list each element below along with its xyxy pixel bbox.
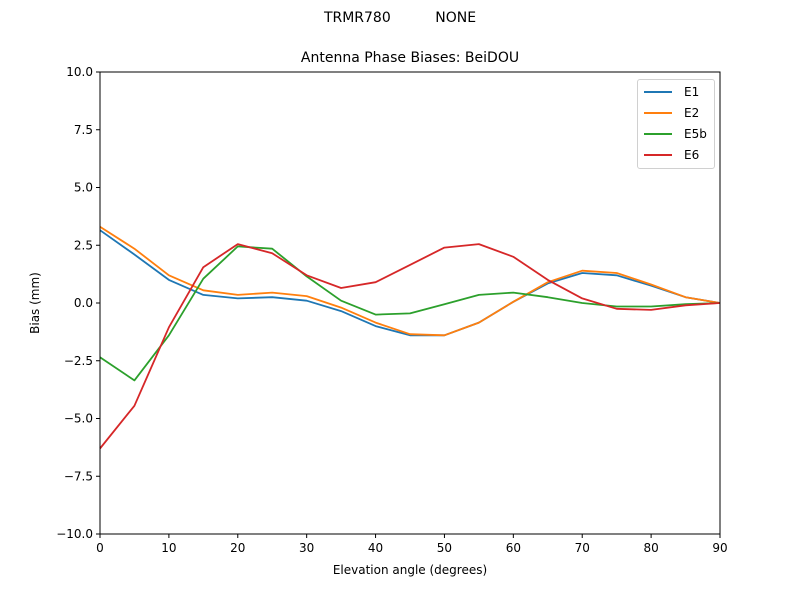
x-axis-label: Elevation angle (degrees): [333, 563, 487, 577]
chart-title: Antenna Phase Biases: BeiDOU: [300, 50, 520, 66]
series-line-e6: [99, 243, 721, 450]
legend-swatch-e6: [644, 154, 672, 156]
y-axis-label: Bias (mm): [28, 272, 42, 334]
x-tick-label: 50: [437, 541, 452, 555]
y-tick-label: −7.5: [64, 469, 93, 483]
series-line-e1: [99, 229, 721, 337]
legend-item-e1: E1: [638, 83, 699, 101]
series-line-e5b: [99, 245, 721, 382]
legend-item-e6: E6: [638, 146, 699, 164]
y-tick-label: −10.0: [56, 527, 93, 541]
y-tick-label: 2.5: [74, 238, 93, 252]
x-axis: 0 10 20 30 40 50 60 70 80 90: [96, 534, 728, 555]
y-tick-label: 5.0: [74, 181, 93, 195]
legend-item-e2: E2: [638, 104, 699, 122]
y-tick-label: 0.0: [74, 296, 93, 310]
x-tick-label: 20: [230, 541, 245, 555]
x-tick-label: 30: [299, 541, 314, 555]
x-tick-label: 10: [161, 541, 176, 555]
legend-swatch-e2: [644, 112, 672, 114]
y-tick-label: 10.0: [66, 65, 93, 79]
x-tick-label: 70: [575, 541, 590, 555]
legend-label-e5b: E5b: [684, 127, 707, 141]
figure-suptitle: TRMR780 NONE: [323, 10, 477, 26]
legend: E1 E2 E5b E6: [637, 79, 715, 169]
y-tick-label: 7.5: [74, 123, 93, 137]
x-tick-label: 0: [96, 541, 104, 555]
x-tick-label: 90: [712, 541, 727, 555]
series-line-e2: [99, 226, 721, 337]
plot-area-frame: [99, 71, 721, 535]
legend-label-e6: E6: [684, 148, 700, 162]
x-tick-label: 60: [506, 541, 521, 555]
legend-swatch-e1: [644, 91, 672, 93]
y-tick-label: −5.0: [64, 412, 93, 426]
y-tick-label: −2.5: [64, 354, 93, 368]
legend-label-e2: E2: [684, 106, 700, 120]
x-tick-label: 80: [643, 541, 658, 555]
series-layer: [99, 226, 721, 450]
x-tick-label: 40: [368, 541, 383, 555]
y-axis: −10.0 −7.5 −5.0 −2.5 0.0 2.5 5.0 7.5 10.0: [56, 65, 100, 541]
legend-swatch-e5b: [644, 133, 672, 135]
legend-item-e5b: E5b: [638, 125, 707, 143]
legend-label-e1: E1: [684, 85, 700, 99]
